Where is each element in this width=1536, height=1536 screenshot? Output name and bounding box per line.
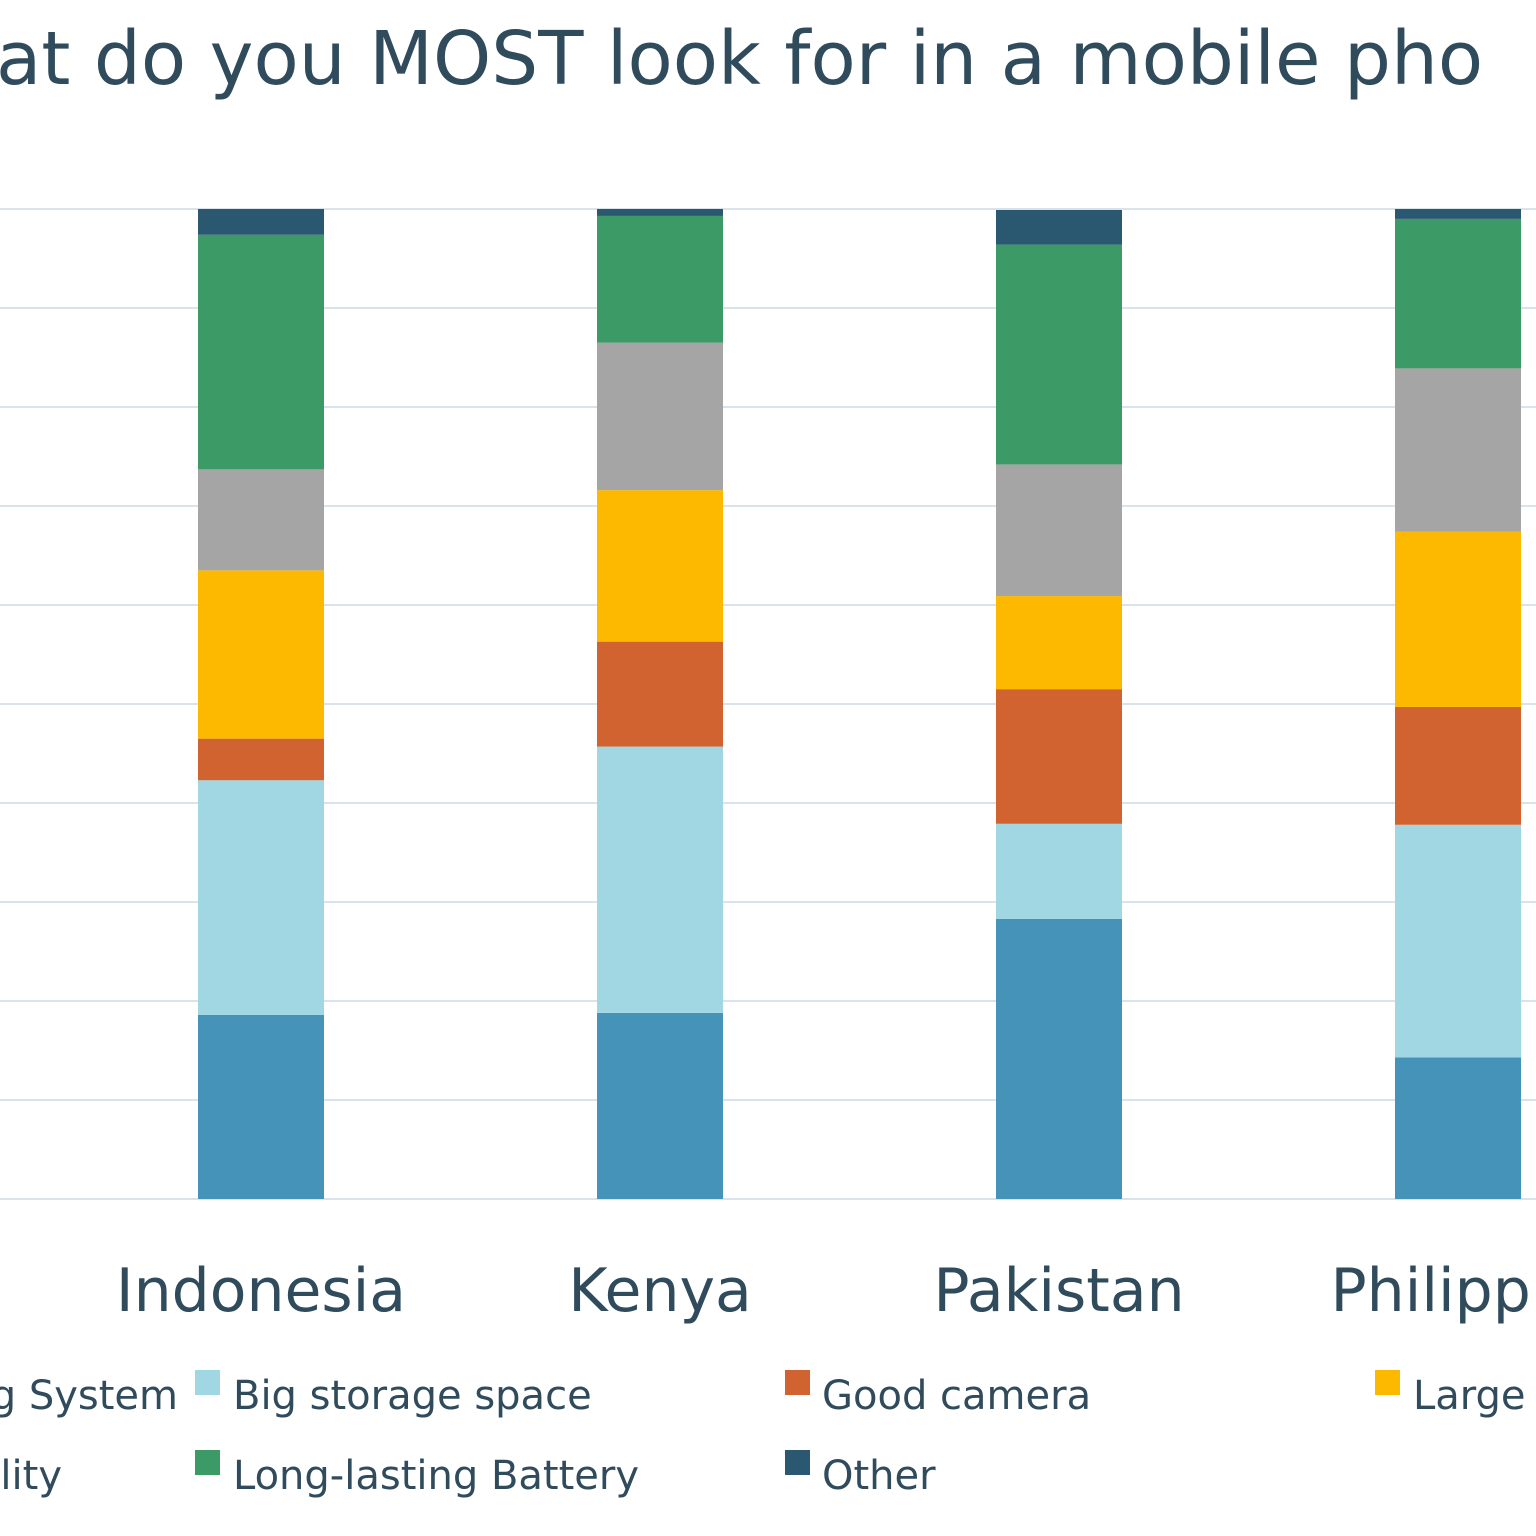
bar-segment xyxy=(198,234,324,470)
bar-segment xyxy=(597,641,723,747)
legend-label: Large I xyxy=(1413,1373,1536,1419)
bar-segment xyxy=(198,1014,324,1199)
legend-label: Other xyxy=(822,1453,936,1499)
bar-segment xyxy=(996,918,1122,1199)
legend-label: ility xyxy=(0,1453,62,1499)
bar-segment xyxy=(597,342,723,491)
bar-segment xyxy=(198,738,324,781)
bar-segment xyxy=(1395,1057,1521,1199)
legend-swatch xyxy=(785,1450,810,1475)
bar-segment xyxy=(198,570,324,739)
bar-segment xyxy=(198,469,324,571)
bar-segment xyxy=(1395,209,1521,219)
legend-swatch xyxy=(785,1370,810,1395)
bar-segment xyxy=(1395,531,1521,707)
x-tick-label: Kenya xyxy=(568,1256,752,1326)
bar-segment xyxy=(198,780,324,1015)
bar-segment xyxy=(996,823,1122,919)
bar-segment xyxy=(1395,218,1521,369)
bar-segment xyxy=(1395,706,1521,825)
chart-title: at do you MOST look for in a mobile pho xyxy=(0,16,1483,102)
legend-label: Good camera xyxy=(822,1373,1091,1419)
bar-segment xyxy=(597,1012,723,1199)
legend-swatch xyxy=(195,1370,220,1395)
bar-segment xyxy=(996,596,1122,690)
legend-label: Big storage space xyxy=(233,1373,592,1419)
legend-label: ng System xyxy=(0,1373,178,1419)
x-tick-label: Indonesia xyxy=(116,1256,406,1326)
x-tick-label: Pakistan xyxy=(933,1256,1184,1326)
legend-swatch xyxy=(1375,1370,1400,1395)
bar-segment xyxy=(996,464,1122,597)
bar-segment xyxy=(1395,824,1521,1058)
bar-segment xyxy=(996,244,1122,465)
bar-segment xyxy=(198,209,324,235)
bar-segment xyxy=(1395,368,1521,532)
bar-segment xyxy=(996,209,1122,245)
x-tick-label: Philippin xyxy=(1330,1256,1536,1326)
legend-swatch xyxy=(195,1450,220,1475)
bar-segment xyxy=(597,746,723,1013)
bar-segment xyxy=(996,689,1122,824)
bar-segment xyxy=(597,490,723,642)
bar-segment xyxy=(597,209,723,216)
legend-label: Long-lasting Battery xyxy=(233,1453,639,1499)
bar-segment xyxy=(597,215,723,343)
